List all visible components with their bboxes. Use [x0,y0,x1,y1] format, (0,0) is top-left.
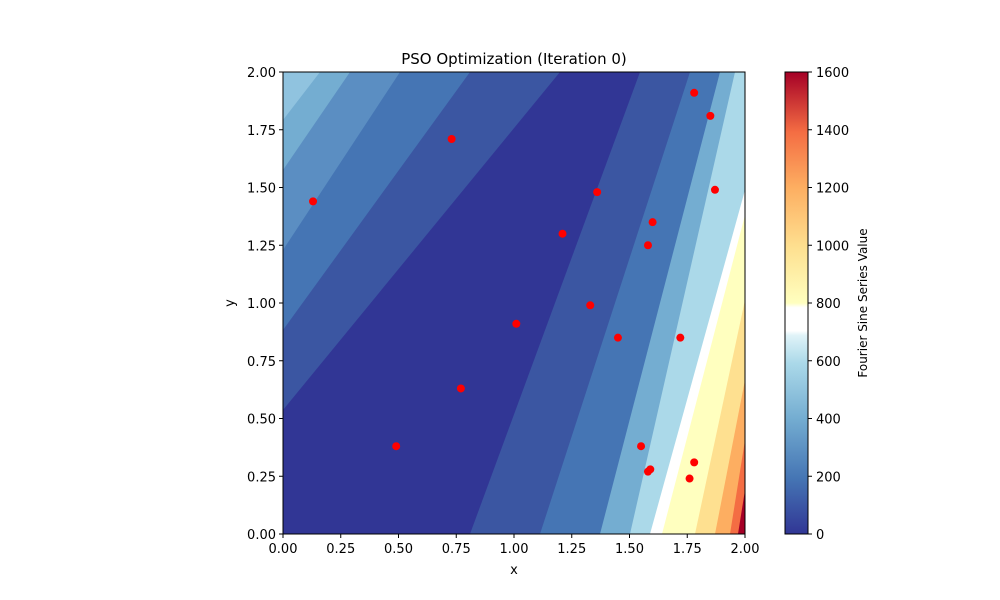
particle-point [690,88,699,97]
colorbar-tick-label: 400 [816,413,841,428]
y-tick-label: 0.25 [247,470,276,485]
y-tick-label: 1.50 [247,182,276,197]
x-tick-label: 0.25 [326,542,355,557]
particle-point [558,229,567,238]
chart-title: PSO Optimization (Iteration 0) [401,50,627,68]
particle-point [613,333,622,342]
particle-point [685,474,694,483]
colorbar-tick-label: 1200 [816,182,849,197]
particle-point [648,218,657,227]
x-tick-label: 1.75 [673,542,702,557]
particle-point [643,467,652,476]
x-tick-label: 0.00 [269,542,298,557]
particle-point [392,442,401,451]
y-axis-label: y [223,299,238,307]
colorbar-tick-label: 1400 [816,124,849,139]
particle-point [637,442,646,451]
y-tick-label: 0.00 [247,528,276,543]
particle-scatter [309,88,719,483]
colorbar-ticks: 0 200 400 600 800 1000 1200 1400 1600 [808,66,849,543]
y-tick-label: 1.75 [247,124,276,139]
y-tick-label: 0.50 [247,413,276,428]
particle-point [643,241,652,250]
y-tick-label: 0.75 [247,355,276,370]
colorbar-label: Fourier Sine Series Value [856,228,870,377]
particle-point [512,319,521,328]
y-tick-label: 1.00 [247,297,276,312]
y-tick-label: 1.25 [247,239,276,254]
x-axis-label: x [510,563,518,578]
particle-point [447,134,456,143]
colorbar [784,71,809,535]
colorbar-tick-label: 800 [816,297,841,312]
y-axis-ticks: 0.00 0.25 0.50 0.75 1.00 1.25 1.50 1.75 2.00 [247,66,283,543]
colorbar-tick-label: 200 [816,470,841,485]
colorbar-tick-label: 1000 [816,239,849,254]
particle-point [676,333,685,342]
particle-point [710,185,719,194]
particle-point [309,197,318,206]
particle-point [586,301,595,310]
colorbar-tick-label: 1600 [816,66,849,81]
colorbar-tick-label: 600 [816,355,841,370]
particle-point [706,111,715,120]
particle-point [593,188,602,197]
colorbar-tick-label: 0 [816,528,824,543]
x-tick-label: 1.00 [500,542,529,557]
x-axis-ticks: 0.00 0.25 0.50 0.75 1.00 1.25 1.50 1.75 2.00 [269,534,760,557]
x-tick-label: 1.50 [615,542,644,557]
x-tick-label: 1.25 [557,542,586,557]
y-tick-label: 2.00 [247,66,276,81]
x-tick-label: 0.75 [442,542,471,557]
contour-field [283,72,745,534]
x-tick-label: 0.50 [384,542,413,557]
particle-point [456,384,465,393]
x-tick-label: 2.00 [731,542,760,557]
particle-point [690,458,699,467]
